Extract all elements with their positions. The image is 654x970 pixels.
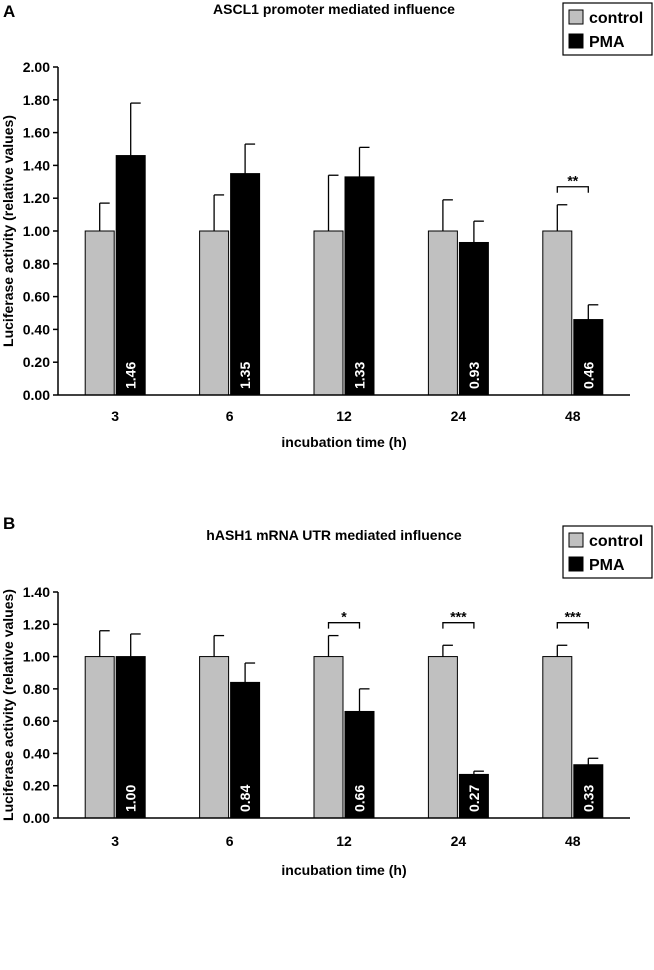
bar-value-label: 0.84 (237, 785, 253, 812)
bar-control (313, 230, 344, 396)
y-tick-label: 1.40 (23, 584, 50, 600)
y-tick-label: 0.60 (23, 289, 50, 305)
y-tick-label: 1.00 (23, 223, 50, 239)
bar-pma (115, 155, 146, 396)
x-axis-label: incubation time (h) (281, 434, 406, 450)
legend-label-pma: PMA (589, 557, 625, 574)
y-tick-label: 1.20 (23, 190, 50, 206)
legend-swatch-pma (568, 556, 584, 572)
significance-label: * (341, 609, 347, 625)
bar-pma (344, 176, 375, 396)
y-tick-label: 0.00 (23, 387, 50, 403)
x-tick-label: 3 (111, 408, 119, 424)
bar-value-label: 1.00 (123, 785, 139, 812)
x-tick-label: 48 (565, 833, 581, 849)
bar-control (427, 230, 458, 396)
legend-swatch-control (568, 9, 584, 25)
x-tick-label: 12 (336, 408, 352, 424)
y-tick-label: 1.60 (23, 125, 50, 141)
bar-control (542, 230, 573, 396)
legend-swatch-control (568, 532, 584, 548)
y-tick-label: 0.00 (23, 810, 50, 826)
chart-title: hASH1 mRNA UTR mediated influence (206, 527, 462, 543)
y-tick-label: 1.00 (23, 649, 50, 665)
legend-label-control: control (589, 533, 643, 550)
bar-control (313, 656, 344, 819)
y-tick-label: 0.80 (23, 256, 50, 272)
significance-bracket (556, 186, 589, 193)
y-tick-label: 2.00 (23, 59, 50, 75)
x-tick-label: 3 (111, 833, 119, 849)
bar-value-label: 0.27 (466, 785, 482, 812)
y-tick-label: 0.40 (23, 745, 50, 761)
y-axis-label: Luciferase activity (relative values) (0, 115, 16, 347)
significance-bracket (442, 622, 475, 629)
legend-swatch-pma (568, 33, 584, 49)
x-tick-label: 24 (451, 408, 467, 424)
y-tick-label: 0.20 (23, 778, 50, 794)
legend-label-pma: PMA (589, 34, 625, 51)
bar-value-label: 0.93 (466, 362, 482, 389)
panel-label: A (3, 2, 15, 21)
y-tick-label: 1.80 (23, 92, 50, 108)
bar-value-label: 1.46 (123, 362, 139, 389)
x-axis-label: incubation time (h) (281, 862, 406, 878)
x-tick-label: 24 (451, 833, 467, 849)
y-tick-label: 0.80 (23, 681, 50, 697)
bar-value-label: 0.33 (580, 785, 596, 812)
y-axis-label: Luciferase activity (relative values) (0, 589, 16, 821)
y-tick-label: 1.40 (23, 157, 50, 173)
x-tick-label: 12 (336, 833, 352, 849)
bar-pma (230, 681, 261, 819)
significance-label: *** (565, 609, 582, 625)
y-tick-label: 0.60 (23, 713, 50, 729)
x-tick-label: 6 (226, 408, 234, 424)
significance-label: ** (567, 173, 578, 189)
bar-value-label: 0.66 (352, 785, 368, 812)
bar-control (427, 656, 458, 819)
x-tick-label: 48 (565, 408, 581, 424)
bar-control (199, 230, 230, 396)
bar-control (542, 656, 573, 819)
y-tick-label: 0.40 (23, 321, 50, 337)
bar-pma (344, 710, 375, 819)
significance-bracket (556, 622, 589, 629)
bar-pma (115, 656, 146, 819)
chart-title: ASCL1 promoter mediated influence (213, 1, 455, 17)
significance-bracket (327, 622, 361, 629)
bar-value-label: 1.35 (237, 362, 253, 389)
y-tick-label: 1.20 (23, 616, 50, 632)
bar-value-label: 1.33 (352, 362, 368, 389)
significance-label: *** (450, 609, 467, 625)
bar-pma (230, 173, 261, 396)
legend-label-control: control (589, 10, 643, 27)
bar-value-label: 0.46 (580, 362, 596, 389)
panel-label: B (3, 514, 15, 533)
x-tick-label: 6 (226, 833, 234, 849)
bar-control (84, 230, 115, 396)
bar-control (84, 656, 115, 819)
bar-control (199, 656, 230, 819)
y-tick-label: 0.20 (23, 354, 50, 370)
